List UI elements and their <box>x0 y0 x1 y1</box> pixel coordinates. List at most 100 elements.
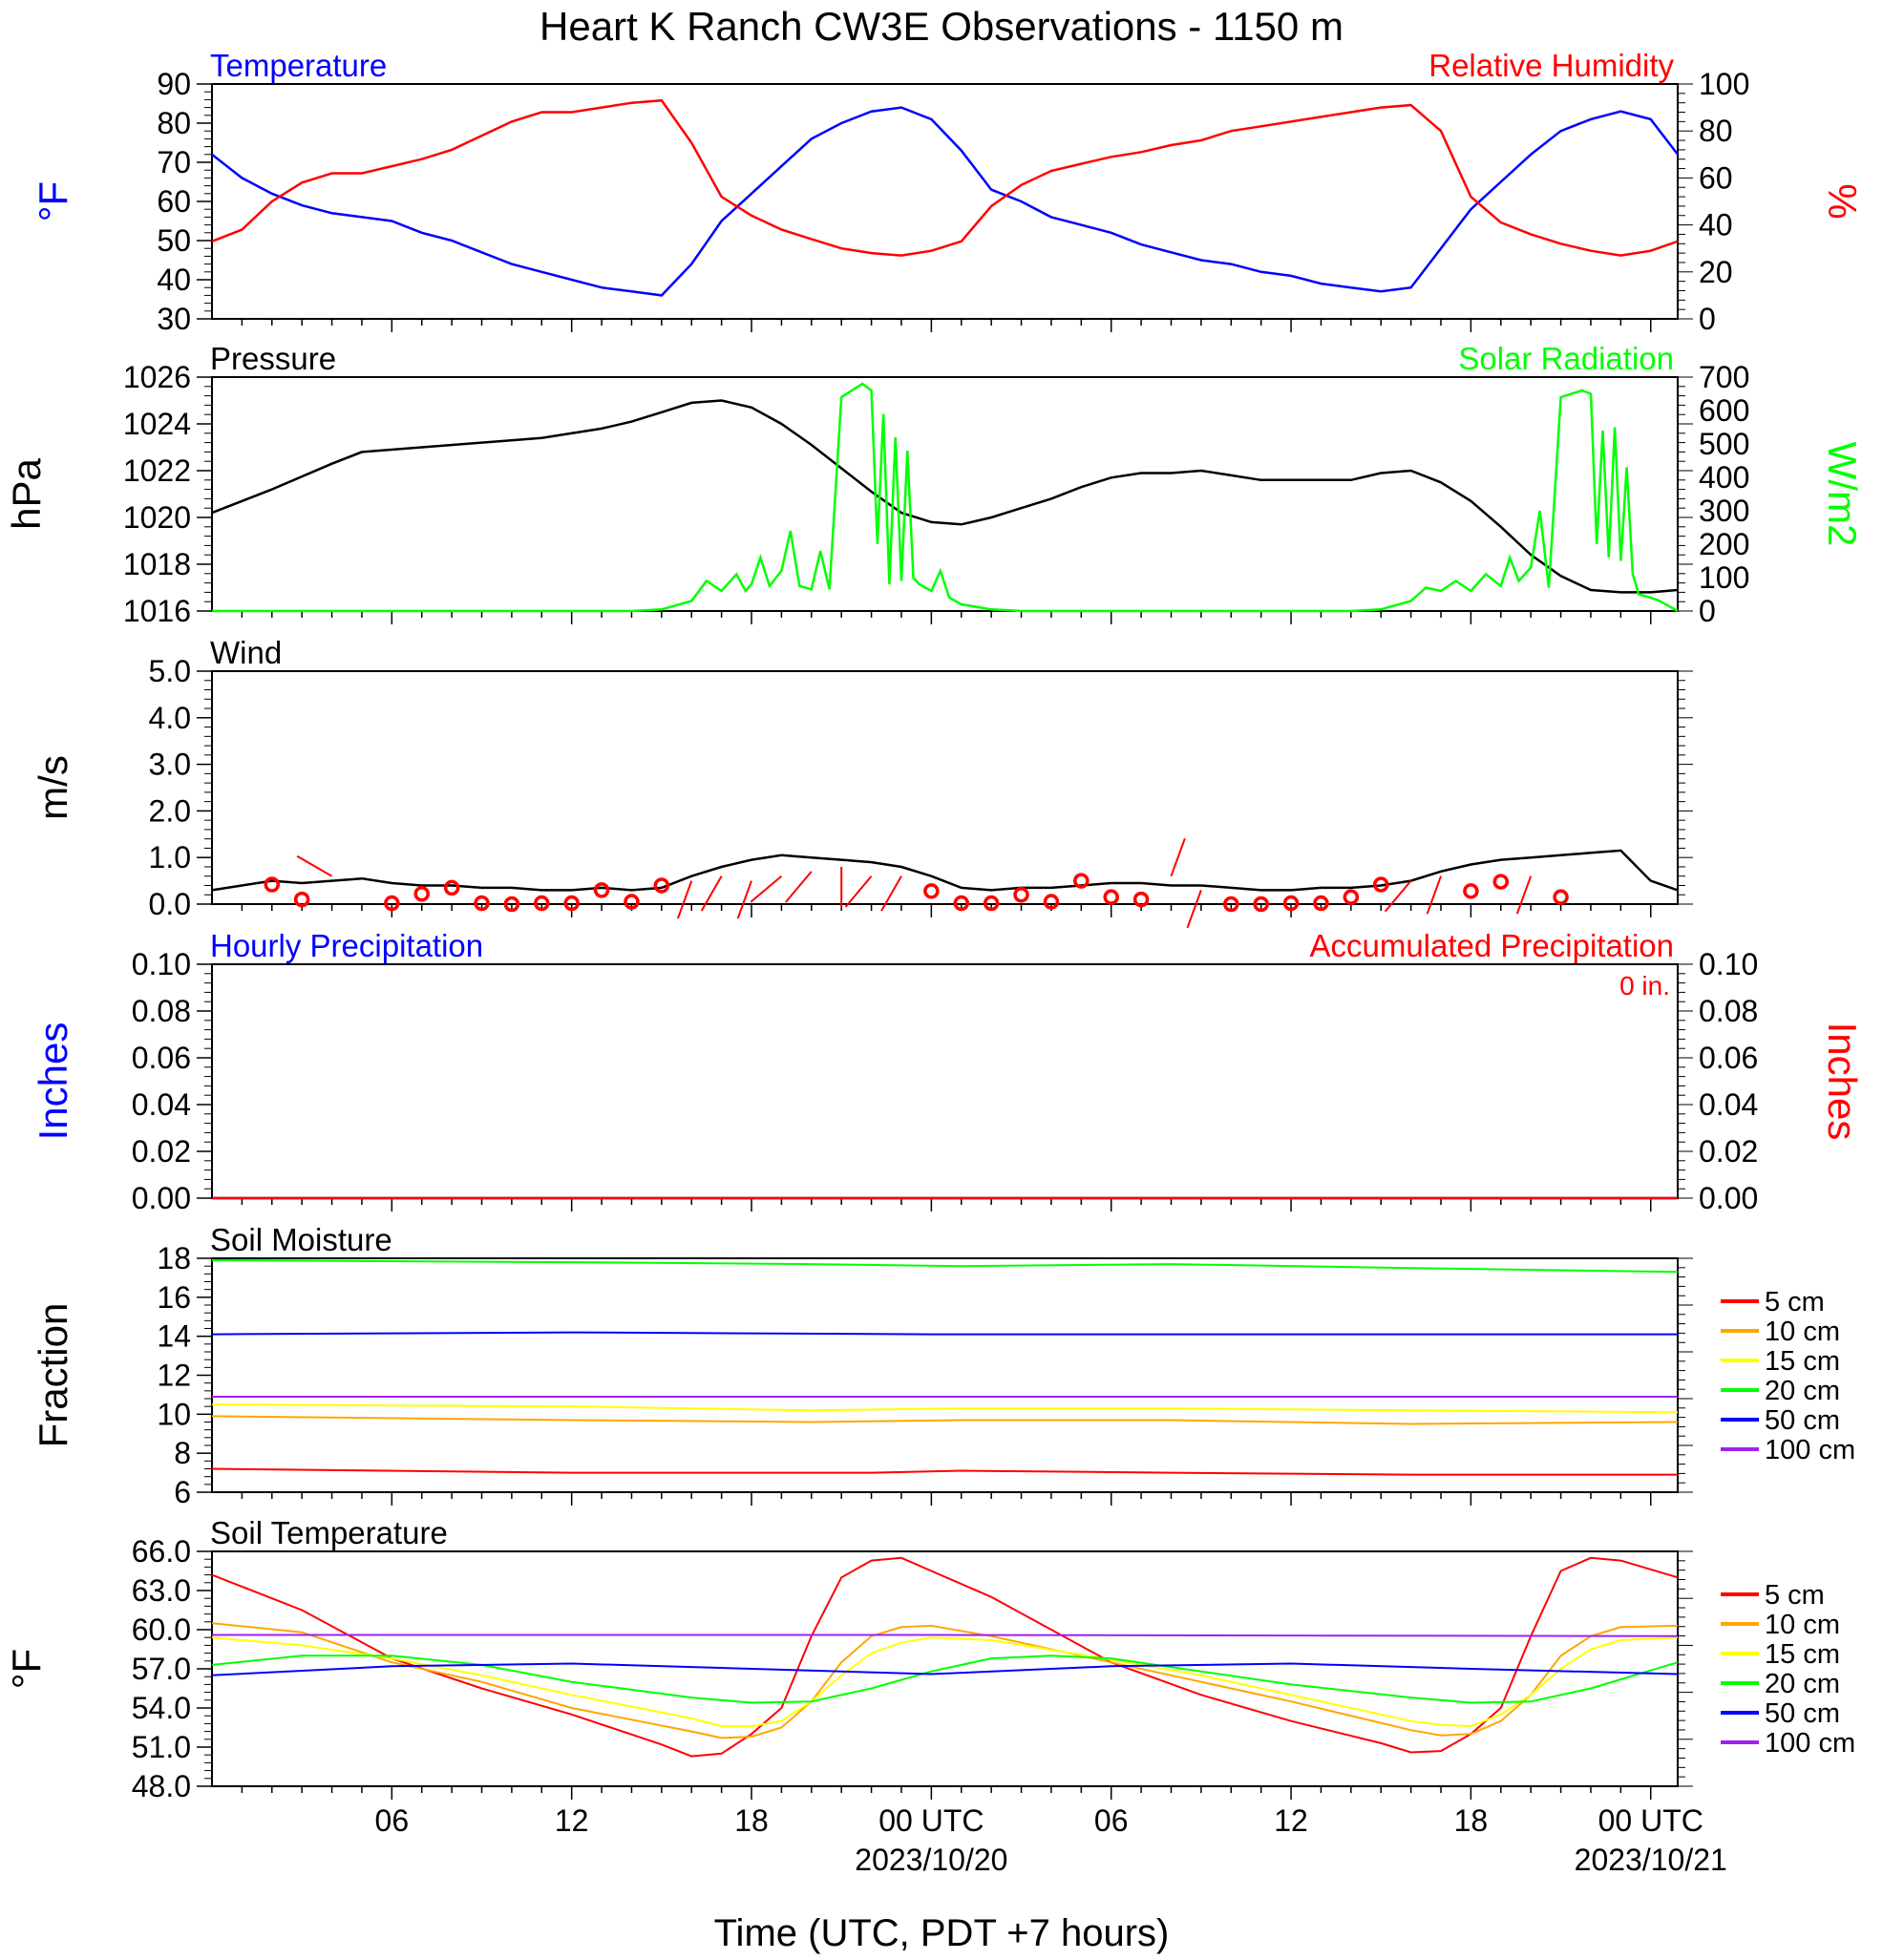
panel-title-right: Accumulated Precipitation <box>1309 928 1674 963</box>
y-left-tick-label: 4.0 <box>149 701 191 735</box>
wind-barb <box>1170 837 1186 877</box>
wind-barb <box>1384 879 1412 913</box>
y-right-tick-label: 0.02 <box>1699 1134 1758 1169</box>
calm-wind-marker <box>1463 883 1479 899</box>
y-left-tick-label: 0.04 <box>132 1087 191 1122</box>
legend-label: 50 cm <box>1765 1698 1840 1729</box>
x-date-label: 2023/10/20 <box>855 1843 1007 1877</box>
wind-barb <box>785 871 813 903</box>
accumulated-total-label: 0 in. <box>1619 971 1670 1001</box>
plot-frame <box>211 670 1679 905</box>
x-tick-label: 00 UTC <box>878 1803 984 1838</box>
y-left-tick-label: 60 <box>157 184 191 219</box>
y-axis-label-right: Inches <box>1820 1022 1865 1141</box>
legend-label: 100 cm <box>1765 1728 1855 1759</box>
x-tick-label: 18 <box>734 1803 769 1838</box>
chart-title: Heart K Ranch CW3E Observations - 1150 m <box>540 4 1343 49</box>
x-axis-label: Time (UTC, PDT +7 hours) <box>714 1912 1170 1954</box>
calm-wind-marker <box>264 876 281 893</box>
y-right-tick-label: 80 <box>1699 114 1733 148</box>
panel-title-left: Soil Temperature <box>210 1515 448 1550</box>
y-left-tick-label: 0.00 <box>132 1181 191 1215</box>
y-left-tick-label: 0.10 <box>132 947 191 981</box>
y-left-tick-label: 10 <box>157 1397 191 1431</box>
series-line <box>211 1403 1679 1414</box>
calm-wind-marker <box>1553 889 1569 905</box>
x-tick-label: 18 <box>1454 1803 1489 1838</box>
series-line <box>212 382 1679 613</box>
x-date-label: 2023/10/21 <box>1575 1843 1727 1877</box>
calm-wind-marker <box>1372 876 1389 893</box>
calm-wind-marker <box>953 895 970 912</box>
y-left-tick-label: 60.0 <box>132 1612 191 1647</box>
y-right-tick-label: 0.00 <box>1699 1181 1758 1215</box>
panel-title-right: Solar Radiation <box>1458 341 1674 376</box>
y-right-tick-label: 600 <box>1699 393 1749 428</box>
panel-pressure_solar: 1016 1018 1020 1022 1024 1026 0100200300400500… <box>4 341 1865 628</box>
calm-wind-marker <box>1253 896 1269 913</box>
legend-label: 15 cm <box>1765 1639 1840 1670</box>
y-left-tick-label: 54.0 <box>132 1691 191 1725</box>
plot-frame <box>211 83 1679 320</box>
panel-title-left: Pressure <box>210 341 336 376</box>
y-left-tick-label: 5.0 <box>149 654 191 688</box>
y-left-tick-label: 1024 <box>123 407 191 441</box>
y-left-tick-label: 8 <box>174 1436 191 1470</box>
calm-wind-marker <box>1013 886 1029 903</box>
wind-barb <box>750 875 783 903</box>
y-right-tick-label: 0 <box>1699 594 1716 628</box>
y-left-tick-label: 1016 <box>123 594 191 628</box>
series-line <box>211 1622 1679 1739</box>
wind-barb <box>844 875 873 908</box>
panel-title-right: Relative Humidity <box>1428 48 1674 83</box>
y-axis-label-right: W/m2 <box>1820 442 1865 547</box>
plot-frame <box>211 376 1679 612</box>
y-left-tick-label: 6 <box>174 1475 191 1509</box>
series-line <box>211 1654 1679 1704</box>
y-right-tick-label: 0.08 <box>1699 994 1758 1028</box>
y-left-tick-label: 12 <box>157 1359 191 1393</box>
y-left-tick-label: 48.0 <box>132 1769 191 1803</box>
legend-label: 10 cm <box>1765 1317 1840 1347</box>
panel-title-left: Wind <box>210 635 282 670</box>
x-tick-label: 06 <box>1094 1803 1129 1838</box>
y-left-tick-label: 66.0 <box>132 1534 191 1569</box>
calm-wind-marker <box>443 879 460 896</box>
wind-barb <box>736 880 752 919</box>
y-left-tick-label: 16 <box>157 1280 191 1315</box>
y-left-tick-label: 0.0 <box>149 887 191 921</box>
y-left-tick-label: 1.0 <box>149 840 191 875</box>
y-right-tick-label: 0 <box>1699 302 1716 336</box>
y-axis-label-left: Fraction <box>31 1303 75 1448</box>
legend-label: 5 cm <box>1765 1580 1825 1611</box>
calm-wind-marker <box>293 891 310 908</box>
y-axis-label-left: °F <box>4 1649 49 1689</box>
calm-wind-marker <box>563 895 580 912</box>
y-right-tick-label: 0.10 <box>1699 947 1758 981</box>
calm-wind-marker <box>1282 895 1300 912</box>
y-axis-label-left: m/s <box>31 755 75 820</box>
wind-barb <box>700 875 723 912</box>
wind-barb <box>1186 890 1202 929</box>
series-line <box>211 1467 1678 1476</box>
calm-wind-marker <box>1103 889 1119 905</box>
y-left-tick-label: 0.08 <box>132 994 191 1028</box>
panel-wind: 0.0 1.0 2.0 3.0 4.0 5.0 Wind m/s <box>31 635 1693 929</box>
panel-precip: 0.00 0.02 0.04 0.06 0.08 0.10 0.00 0.02 0.04 0.06… <box>31 928 1865 1215</box>
y-left-tick-label: 14 <box>157 1319 191 1354</box>
y-left-tick-label: 80 <box>157 106 191 140</box>
y-left-tick-label: 0.02 <box>132 1134 191 1169</box>
series-line <box>211 1331 1678 1336</box>
y-right-tick-label: 700 <box>1699 360 1749 394</box>
calm-wind-marker <box>384 895 400 912</box>
calm-wind-marker <box>1313 895 1329 912</box>
panel-title-left: Hourly Precipitation <box>210 928 483 963</box>
panel-title-left: Temperature <box>210 48 387 83</box>
calm-wind-marker <box>1223 896 1239 913</box>
wind-barb <box>296 854 333 877</box>
y-axis-label-left: hPa <box>4 457 49 529</box>
y-left-tick-label: 1026 <box>123 360 191 394</box>
plot-frame <box>211 963 1679 1199</box>
